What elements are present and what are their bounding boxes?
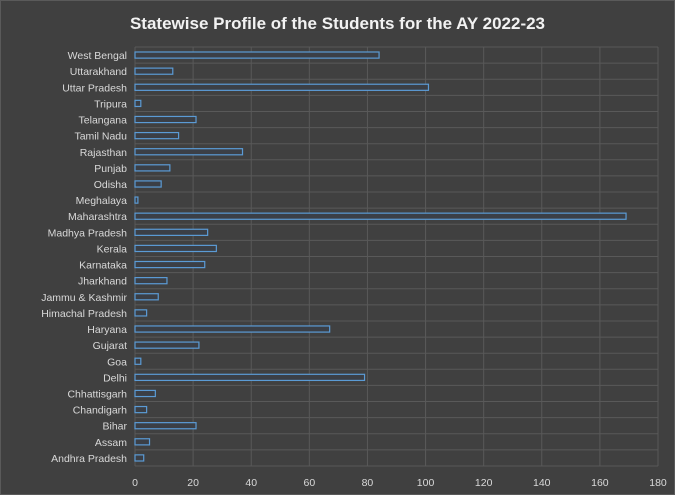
category-label: Maharashtra xyxy=(68,211,127,223)
bar xyxy=(134,357,142,365)
category-label: Uttarakhand xyxy=(70,66,127,78)
bar xyxy=(134,438,151,446)
bar xyxy=(134,293,159,301)
bar xyxy=(134,341,200,349)
category-labels: West Bengal Uttarakhand Uttar Pradesh Tripu… xyxy=(41,50,127,465)
bar xyxy=(134,325,331,333)
gridlines xyxy=(134,46,659,467)
chart-title: Statewise Profile of the Students for th… xyxy=(129,14,546,33)
category-label: Tamil Nadu xyxy=(74,131,127,143)
bar xyxy=(134,148,244,156)
category-label: Jammu & Kashmir xyxy=(41,292,127,304)
category-label: Uttar Pradesh xyxy=(62,82,127,94)
category-label: Jharkhand xyxy=(78,276,127,288)
x-tick-label: 20 xyxy=(187,477,199,489)
category-label: Tripura xyxy=(94,98,127,110)
bar xyxy=(134,67,174,75)
bar xyxy=(134,115,197,124)
category-label: Haryana xyxy=(87,324,127,336)
category-label: Gujarat xyxy=(93,340,128,352)
category-label: Kerala xyxy=(97,243,128,255)
x-tick-label: 60 xyxy=(303,477,315,489)
category-label: Assam xyxy=(95,437,127,449)
category-label: Karnataka xyxy=(79,260,127,272)
bar xyxy=(134,277,168,285)
category-label: Chhattisgarh xyxy=(67,388,127,400)
category-label: Telangana xyxy=(79,115,128,127)
bar xyxy=(134,196,139,204)
bar xyxy=(134,180,162,188)
category-label: Goa xyxy=(107,356,127,368)
category-label: Meghalaya xyxy=(76,195,128,207)
x-tick-label: 0 xyxy=(132,477,138,489)
category-label: Himachal Pradesh xyxy=(41,308,127,320)
bar xyxy=(134,83,430,91)
category-label: Chandigarh xyxy=(73,405,127,417)
bar xyxy=(134,131,180,140)
x-tick-label: 40 xyxy=(245,477,257,489)
bar xyxy=(134,373,366,382)
category-label: West Bengal xyxy=(68,50,127,62)
category-label: Andhra Pradesh xyxy=(51,453,127,465)
bar xyxy=(134,389,156,398)
x-tick-label: 140 xyxy=(533,477,551,489)
x-axis-ticks: 0 20 40 60 80 100 120 140 160 180 xyxy=(132,477,667,489)
x-tick-label: 80 xyxy=(362,477,374,489)
bar xyxy=(134,212,627,220)
bar xyxy=(134,260,206,269)
category-label: Delhi xyxy=(103,372,127,384)
category-label: Punjab xyxy=(94,163,127,175)
bars xyxy=(134,51,627,462)
category-label: Bihar xyxy=(102,421,127,433)
category-label: Rajasthan xyxy=(80,147,127,159)
bar xyxy=(134,99,142,108)
bar xyxy=(134,228,209,236)
bar xyxy=(134,309,148,317)
bar xyxy=(134,405,148,414)
x-tick-label: 100 xyxy=(417,477,435,489)
category-label: Odisha xyxy=(94,179,127,191)
bar xyxy=(134,244,217,253)
bar xyxy=(134,422,197,430)
bar xyxy=(134,164,171,172)
category-label: Madhya Pradesh xyxy=(48,227,128,239)
x-tick-label: 180 xyxy=(649,477,667,489)
x-tick-label: 160 xyxy=(591,477,609,489)
bar xyxy=(134,51,380,59)
x-tick-label: 120 xyxy=(475,477,493,489)
bar xyxy=(134,454,145,462)
